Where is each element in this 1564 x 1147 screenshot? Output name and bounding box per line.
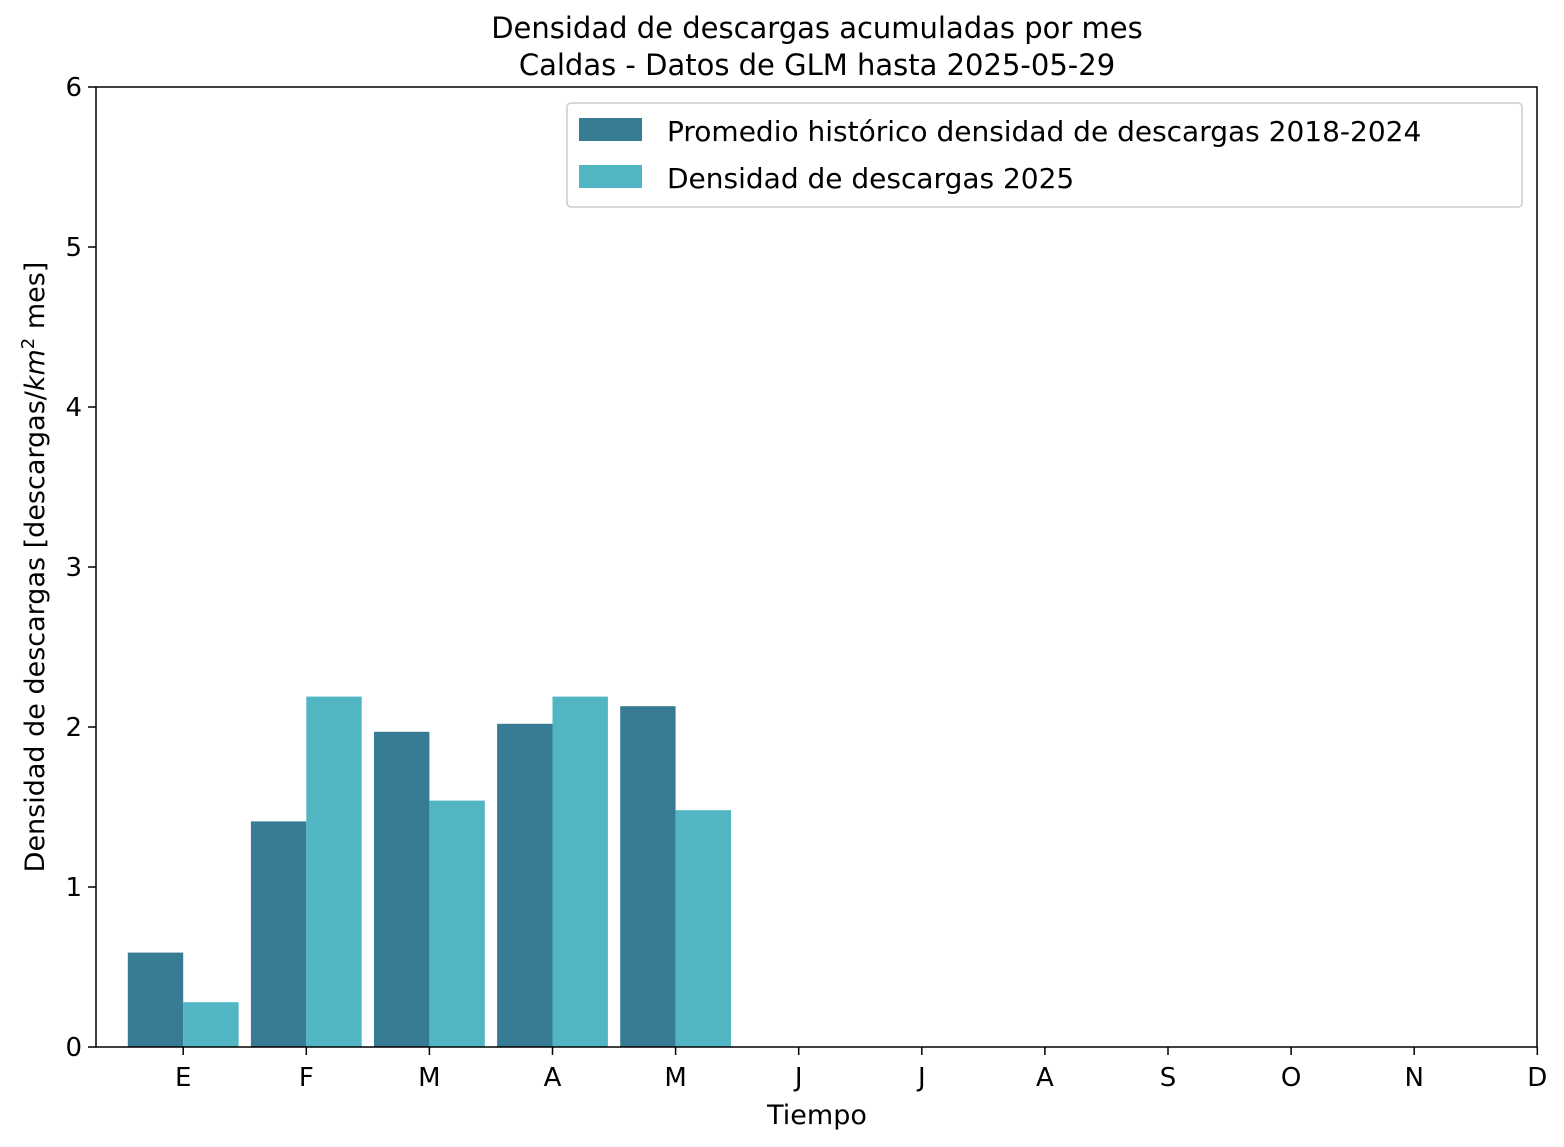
- chart-title: Densidad de descargas acumuladas por mes: [491, 11, 1143, 45]
- y-tick-label-3: 3: [65, 553, 82, 583]
- x-tick-label-5: J: [793, 1063, 803, 1093]
- bar-historical-1: [250, 821, 307, 1047]
- x-tick-label-3: A: [544, 1063, 562, 1093]
- x-tick-label-6: J: [916, 1063, 926, 1093]
- legend-box: [566, 102, 1523, 208]
- y-tick-label-0: 0: [65, 1033, 82, 1063]
- bar-historical-3: [497, 723, 553, 1047]
- y-tick-label-5: 5: [65, 233, 82, 263]
- bar-2025-0: [183, 1002, 239, 1047]
- legend-swatch-historical: [579, 118, 642, 141]
- y-tick-label-4: 4: [65, 393, 82, 423]
- x-tick-label-0: E: [175, 1063, 191, 1093]
- bar-2025-1: [306, 696, 362, 1047]
- x-tick-label-1: F: [299, 1063, 314, 1093]
- x-tick-label-4: M: [664, 1063, 686, 1093]
- legend-label-historical: Promedio histórico densidad de descargas…: [667, 115, 1421, 148]
- y-axis-label-tail: mes]: [20, 262, 51, 338]
- y-axis-label: Densidad de descargas [descargas/km2 mes…: [18, 262, 51, 873]
- y-axis-ticks: 0 1 2 3 4 5 6: [65, 73, 96, 1063]
- y-axis-label-unit: km: [20, 349, 51, 391]
- x-axis-label: Tiempo: [766, 1100, 867, 1131]
- bar-2025-3: [552, 696, 608, 1047]
- x-tick-label-7: A: [1036, 1063, 1054, 1093]
- bar-historical-4: [620, 706, 676, 1047]
- legend: Promedio histórico densidad de descargas…: [566, 102, 1523, 208]
- x-tick-label-10: N: [1404, 1063, 1423, 1093]
- bar-historical-0: [127, 952, 184, 1047]
- x-tick-label-8: S: [1160, 1063, 1177, 1093]
- chart-subtitle: Caldas - Datos de GLM hasta 2025-05-29: [519, 48, 1115, 82]
- legend-swatch-2025: [579, 165, 642, 188]
- x-tick-label-9: O: [1281, 1063, 1301, 1093]
- bar-historical-2: [374, 731, 430, 1047]
- y-tick-label-1: 1: [65, 873, 82, 903]
- x-tick-label-2: M: [418, 1063, 440, 1093]
- y-axis-label-main: Densidad de descargas [descargas/: [20, 390, 51, 872]
- y-tick-label-2: 2: [65, 713, 82, 743]
- x-tick-label-11: D: [1527, 1063, 1547, 1093]
- bar-2025-4: [675, 810, 731, 1047]
- y-tick-label-6: 6: [65, 73, 82, 103]
- legend-label-2025: Densidad de descargas 2025: [667, 162, 1074, 195]
- bars-group: [127, 696, 731, 1047]
- y-axis-label-sup: 2: [18, 338, 39, 349]
- bar-2025-2: [429, 800, 485, 1047]
